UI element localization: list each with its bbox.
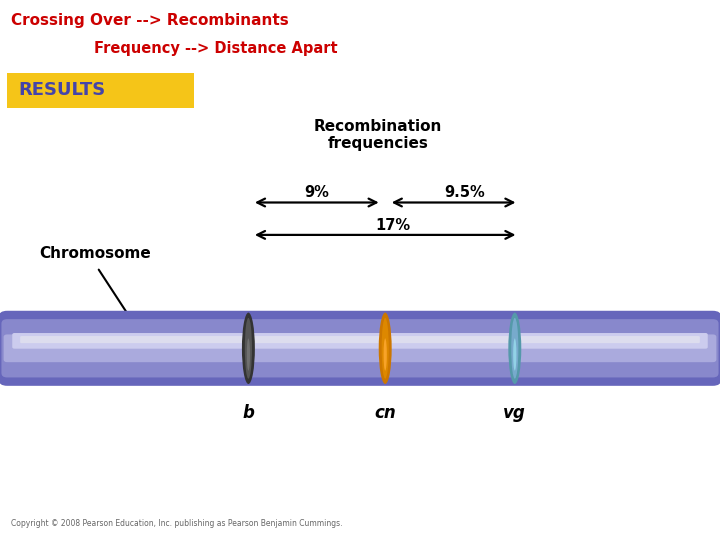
Ellipse shape [513, 339, 516, 370]
FancyBboxPatch shape [1, 319, 719, 377]
Text: Chromosome: Chromosome [40, 246, 151, 261]
Text: 9%: 9% [305, 185, 329, 200]
Text: 9.5%: 9.5% [444, 185, 485, 200]
Text: RESULTS: RESULTS [18, 82, 105, 99]
Text: vg: vg [503, 404, 526, 422]
FancyBboxPatch shape [20, 336, 700, 343]
Text: Crossing Over --> Recombinants: Crossing Over --> Recombinants [11, 14, 289, 29]
Text: Frequency --> Distance Apart: Frequency --> Distance Apart [94, 40, 337, 56]
Ellipse shape [245, 318, 252, 379]
Ellipse shape [384, 339, 387, 370]
Text: cn: cn [374, 404, 396, 422]
Text: 17%: 17% [375, 218, 410, 233]
Text: Copyright © 2008 Pearson Education, Inc. publishing as Pearson Benjamin Cummings: Copyright © 2008 Pearson Education, Inc.… [11, 519, 342, 528]
Ellipse shape [242, 313, 255, 384]
Ellipse shape [379, 313, 392, 384]
Text: b: b [243, 404, 254, 422]
Text: Recombination
frequencies: Recombination frequencies [314, 119, 442, 151]
Ellipse shape [382, 318, 389, 379]
FancyBboxPatch shape [12, 333, 708, 349]
Bar [7, 73, 194, 108]
Ellipse shape [508, 313, 521, 384]
Ellipse shape [511, 318, 518, 379]
FancyBboxPatch shape [4, 334, 716, 362]
Ellipse shape [247, 339, 250, 370]
FancyBboxPatch shape [0, 311, 720, 386]
